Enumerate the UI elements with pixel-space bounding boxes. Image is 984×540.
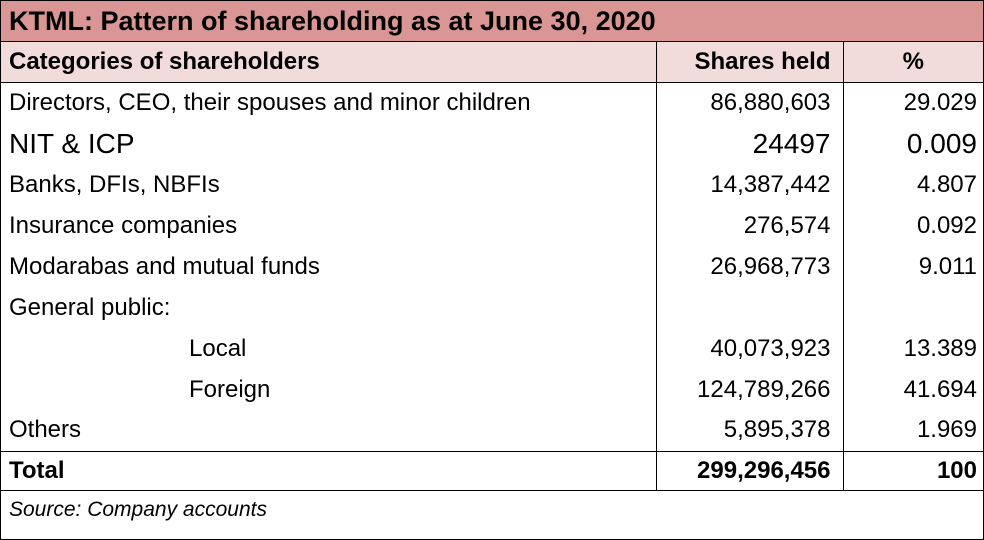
row-percent: [843, 287, 983, 328]
table-row: Banks, DFIs, NBFIs 14,387,442 4.807: [1, 164, 983, 205]
row-shares: 26,968,773: [656, 246, 844, 287]
table-row: Insurance companies 276,574 0.092: [1, 205, 983, 246]
table-header-row: Categories of shareholders Shares held %: [1, 42, 983, 83]
total-percent: 100: [843, 450, 983, 491]
row-shares: 14,387,442: [656, 164, 844, 205]
row-category: Banks, DFIs, NBFIs: [1, 164, 657, 205]
row-percent: 41.694: [903, 375, 977, 403]
row-category: Insurance companies: [1, 205, 657, 246]
table-row: General public:: [1, 287, 983, 328]
header-percent: %: [843, 42, 983, 83]
row-shares: 24497: [656, 123, 844, 164]
table-row: Modarabas and mutual funds 26,968,773 9.…: [1, 246, 983, 287]
table-row: Local 40,073,923 13.389: [1, 328, 983, 369]
row-percent: 0.092: [916, 211, 977, 239]
row-category: NIT & ICP: [1, 123, 657, 164]
row-category: Foreign: [1, 369, 657, 410]
row-shares: 276,574: [656, 205, 844, 246]
header-category: Categories of shareholders: [1, 42, 657, 83]
row-category: Directors, CEO, their spouses and minor …: [1, 82, 657, 123]
table-row: NIT & ICP 24497 0.009: [1, 123, 983, 164]
row-percent: 29.029: [903, 88, 977, 116]
shareholding-table: Categories of shareholders Shares held %…: [1, 42, 983, 491]
table-row: Foreign 124,789,266 41.694: [1, 369, 983, 410]
row-percent: 13.389: [903, 334, 977, 362]
total-shares: 299,296,456: [656, 450, 844, 491]
row-shares: 124,789,266: [656, 369, 844, 410]
row-shares: 5,895,378: [656, 410, 844, 451]
total-row: Total 299,296,456 100: [1, 450, 983, 491]
row-percent: 9.011: [918, 252, 977, 280]
table-row: Others 5,895,378 1.969: [1, 410, 983, 451]
row-shares: 40,073,923: [656, 328, 844, 369]
row-percent: 4.807: [916, 170, 977, 198]
total-label: Total: [1, 450, 657, 491]
table-title: KTML: Pattern of shareholding as at June…: [1, 1, 983, 42]
row-category: Local: [1, 328, 657, 369]
row-percent: 1.969: [916, 416, 977, 444]
row-shares: [656, 287, 844, 328]
row-category: Modarabas and mutual funds: [1, 246, 657, 287]
row-percent: 0.009: [906, 127, 977, 159]
row-shares: 86,880,603: [656, 82, 844, 123]
table-row: Directors, CEO, their spouses and minor …: [1, 82, 983, 123]
header-shares-held: Shares held: [656, 42, 844, 83]
source-note: Source: Company accounts: [9, 497, 267, 521]
row-category: Others: [1, 410, 657, 451]
row-category: General public:: [1, 287, 657, 328]
